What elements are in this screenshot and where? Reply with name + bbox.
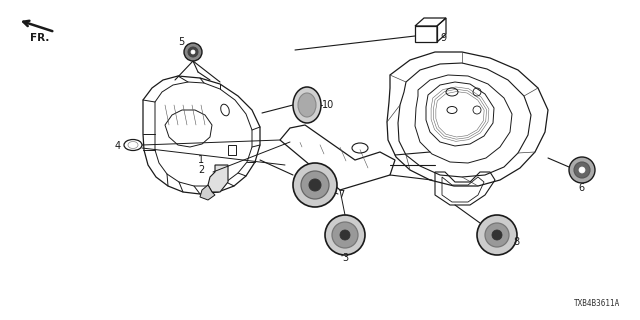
Text: TXB4B3611A: TXB4B3611A (573, 299, 620, 308)
Polygon shape (208, 165, 228, 192)
Circle shape (325, 215, 365, 255)
Text: 1: 1 (198, 155, 204, 165)
Circle shape (191, 50, 195, 54)
Text: 9: 9 (440, 33, 446, 43)
Circle shape (301, 171, 329, 199)
Circle shape (579, 167, 585, 173)
Circle shape (574, 162, 590, 178)
Text: 4: 4 (115, 141, 121, 151)
Circle shape (309, 179, 321, 191)
Circle shape (332, 222, 358, 248)
Circle shape (569, 157, 595, 183)
Polygon shape (200, 185, 215, 200)
Ellipse shape (293, 87, 321, 123)
Circle shape (188, 47, 198, 57)
Text: 7: 7 (338, 190, 344, 200)
Text: 2: 2 (198, 165, 204, 175)
Text: 5: 5 (178, 37, 184, 47)
Circle shape (492, 230, 502, 240)
Text: 3: 3 (342, 253, 348, 263)
Text: 10: 10 (322, 100, 334, 110)
Ellipse shape (298, 93, 316, 117)
Text: 6: 6 (578, 183, 584, 193)
Circle shape (485, 223, 509, 247)
Text: FR.: FR. (30, 33, 49, 43)
Circle shape (293, 163, 337, 207)
Circle shape (340, 230, 350, 240)
Text: 8: 8 (513, 237, 519, 247)
Circle shape (477, 215, 517, 255)
Circle shape (184, 43, 202, 61)
